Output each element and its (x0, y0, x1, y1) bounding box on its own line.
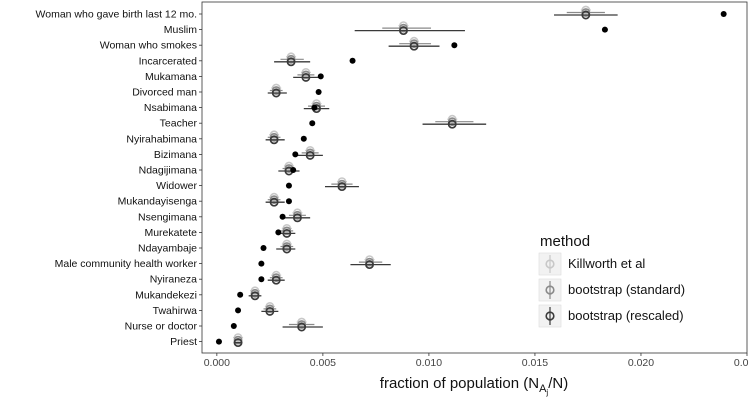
truth-point (285, 182, 292, 189)
truth-point (290, 167, 297, 173)
rescaled-point (269, 135, 279, 145)
rescaled-point (305, 150, 315, 160)
truth-point (215, 338, 222, 345)
rescaled-point (286, 57, 296, 67)
x-axis-title-subscript: A (539, 383, 547, 395)
truth-point (309, 120, 316, 127)
truth-point (235, 307, 242, 314)
x-tick-label: 0.005 (310, 357, 336, 369)
rescaled-point (399, 26, 408, 36)
y-tick-label: Nyirahabimana (126, 133, 197, 145)
y-tick-label: Muslim (164, 24, 198, 36)
rescaled-point (282, 228, 292, 238)
y-tick-label: Priest (170, 336, 197, 348)
truth-point (237, 291, 244, 298)
legend-label-killworth: Killworth et al (568, 256, 645, 271)
rescaled-point (271, 88, 281, 98)
rescaled-point (250, 291, 260, 301)
y-tick-label: Ndayambaje (138, 243, 197, 255)
y-axis: Woman who gave birth last 12 mo. Muslim Wo… (36, 9, 202, 348)
truth-point (601, 26, 608, 33)
rescaled-point (301, 72, 311, 82)
truth-point (300, 135, 307, 142)
rescaled-point (447, 119, 457, 129)
truth-point (258, 276, 265, 283)
rescaled-point (271, 275, 281, 285)
x-tick-label: 0.025 (734, 357, 749, 369)
legend-label-standard: bootstrap (standard) (568, 282, 685, 297)
x-axis-title: fraction of population (NAj/N) (380, 375, 568, 397)
x-axis: 0.000 0.005 0.010 0.015 0.020 0.025 (204, 353, 749, 369)
legend-key-point-standard (545, 285, 555, 295)
truth-point (317, 73, 324, 80)
truth-point (311, 104, 318, 111)
rescaled-point (282, 244, 292, 254)
rescaled-point (265, 306, 275, 316)
x-tick-label: 0.020 (628, 357, 654, 369)
rescaled-point (292, 213, 302, 223)
y-tick-label: Widower (156, 180, 197, 192)
chart-marks (215, 5, 727, 348)
truth-point (720, 11, 727, 17)
truth-point (285, 198, 292, 205)
y-tick-label: Woman who gave birth last 12 mo. (36, 9, 197, 21)
truth-point (315, 89, 322, 95)
legend-title: method (540, 233, 590, 250)
y-tick-label: Divorced man (132, 87, 197, 99)
y-tick-label: Teacher (160, 118, 198, 130)
x-tick-label: 0.010 (416, 357, 442, 369)
y-tick-label: Nyiraneza (150, 274, 197, 286)
y-tick-label: Murekatete (144, 227, 197, 239)
rescaled-point (297, 322, 307, 332)
y-tick-label: Woman who smokes (100, 40, 197, 52)
x-tick-label: 0.000 (204, 357, 230, 369)
truth-point (230, 323, 237, 329)
rescaled-point (581, 10, 591, 20)
rescaled-point (233, 338, 243, 348)
x-axis-title-subsubscript: j (545, 388, 548, 397)
y-tick-label: Mukandekezi (135, 289, 197, 301)
rescaled-point (365, 260, 374, 270)
truth-point (292, 151, 299, 158)
legend-key-point-rescaled (545, 311, 555, 321)
x-tick-label: 0.015 (522, 357, 548, 369)
truth-point (275, 229, 282, 236)
y-tick-label: Nsengimana (138, 211, 197, 223)
y-tick-label: Bizimana (154, 149, 197, 161)
x-axis-title-end: /N) (548, 375, 568, 392)
y-tick-label: Mukamana (145, 71, 197, 83)
legend-label-rescaled: bootstrap (rescaled) (568, 308, 684, 323)
y-tick-label: Nurse or doctor (125, 321, 198, 333)
y-tick-label: Incarcerated (139, 55, 198, 67)
truth-point (260, 245, 267, 251)
legend-key-point-killworth (545, 259, 555, 269)
rescaled-point (409, 41, 419, 51)
truth-point (451, 42, 458, 49)
truth-point (279, 213, 286, 220)
legend: method Killworth et al bootstrap (standar… (538, 233, 685, 328)
y-tick-label: Mukandayisenga (118, 196, 198, 208)
truth-point (349, 57, 356, 64)
y-tick-label: Male community health worker (55, 258, 198, 270)
rescaled-point (337, 182, 347, 192)
rescaled-point (269, 197, 279, 207)
truth-point (258, 260, 265, 267)
y-tick-label: Ndagijimana (139, 165, 198, 177)
plot-panel (201, 1, 748, 354)
y-tick-label: Twahirwa (153, 305, 198, 317)
y-tick-label: Nsabimana (144, 102, 197, 114)
